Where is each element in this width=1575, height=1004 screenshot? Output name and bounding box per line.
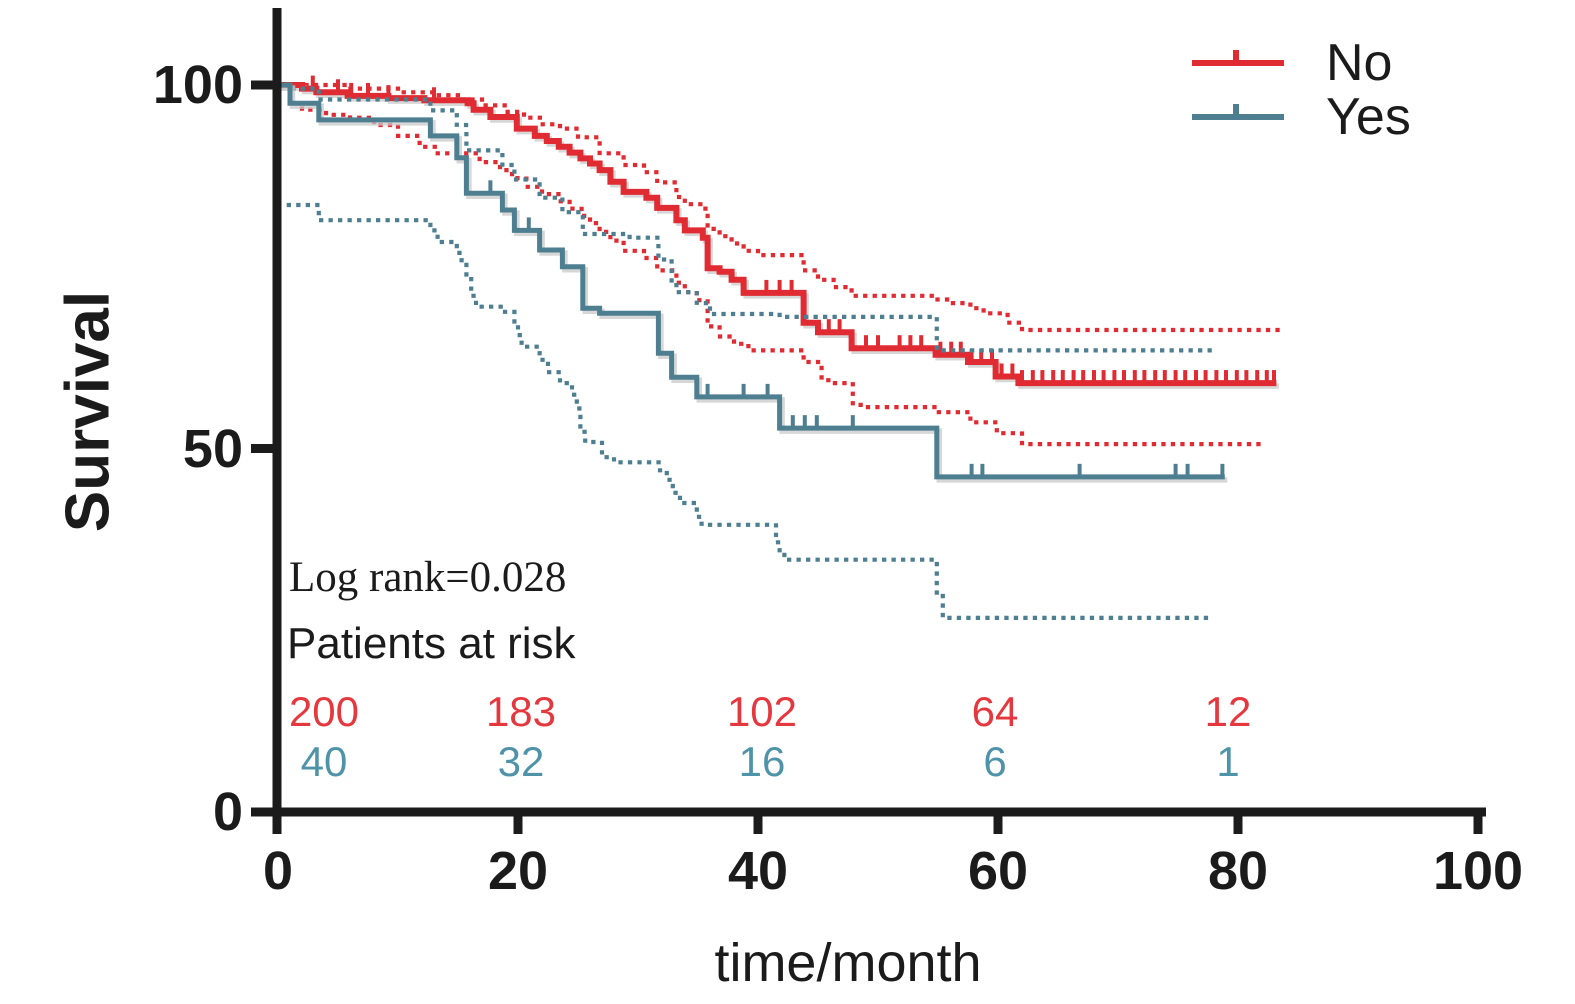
at-risk-no-t80: 12 — [1204, 688, 1252, 735]
at-risk-no-t60: 64 — [971, 688, 1019, 735]
y-tick-label-50: 50 — [182, 418, 243, 479]
y-tick-label-0: 0 — [212, 782, 243, 842]
patients-at-risk-label: Patients at risk — [287, 619, 576, 668]
y-tick-label-100: 100 — [152, 55, 243, 115]
x-tick-label-80: 80 — [1207, 841, 1269, 901]
ci-lower-no — [275, 82, 1265, 447]
x-tick-label-40: 40 — [727, 841, 789, 901]
at-risk-yes-t0: 40 — [300, 738, 348, 785]
curve-shadow-yes — [280, 85, 1228, 483]
at-risk-yes-t40: 16 — [738, 738, 786, 785]
ci-lower-yes — [286, 202, 1217, 620]
at-risk-no-t40: 102 — [726, 688, 798, 735]
legend-label-yes: Yes — [1326, 88, 1411, 146]
legend-censor-tick-no — [1233, 50, 1239, 66]
at-risk-yes-t60: 6 — [983, 738, 1007, 785]
survival-curve-yes — [278, 82, 1225, 480]
at-risk-yes-t20: 32 — [497, 738, 545, 785]
ci-upper-yes — [275, 82, 1217, 353]
x-axis-title: time/month — [714, 933, 982, 993]
at-risk-no-t20: 183 — [485, 688, 557, 735]
log-rank-annotation: Log rank=0.028 — [289, 554, 567, 601]
at-risk-no-t0: 200 — [288, 688, 360, 735]
survival-curve-no — [278, 82, 1277, 387]
legend-censor-tick-yes — [1233, 104, 1239, 120]
x-tick-label-0: 0 — [262, 841, 294, 901]
at-risk-yes-t80: 1 — [1216, 738, 1240, 785]
y-axis-title: Survival — [53, 290, 123, 533]
x-tick-label-100: 100 — [1432, 841, 1524, 901]
x-tick-label-60: 60 — [967, 841, 1029, 901]
x-tick-label-20: 20 — [487, 841, 549, 901]
legend-label-no: No — [1326, 34, 1393, 92]
